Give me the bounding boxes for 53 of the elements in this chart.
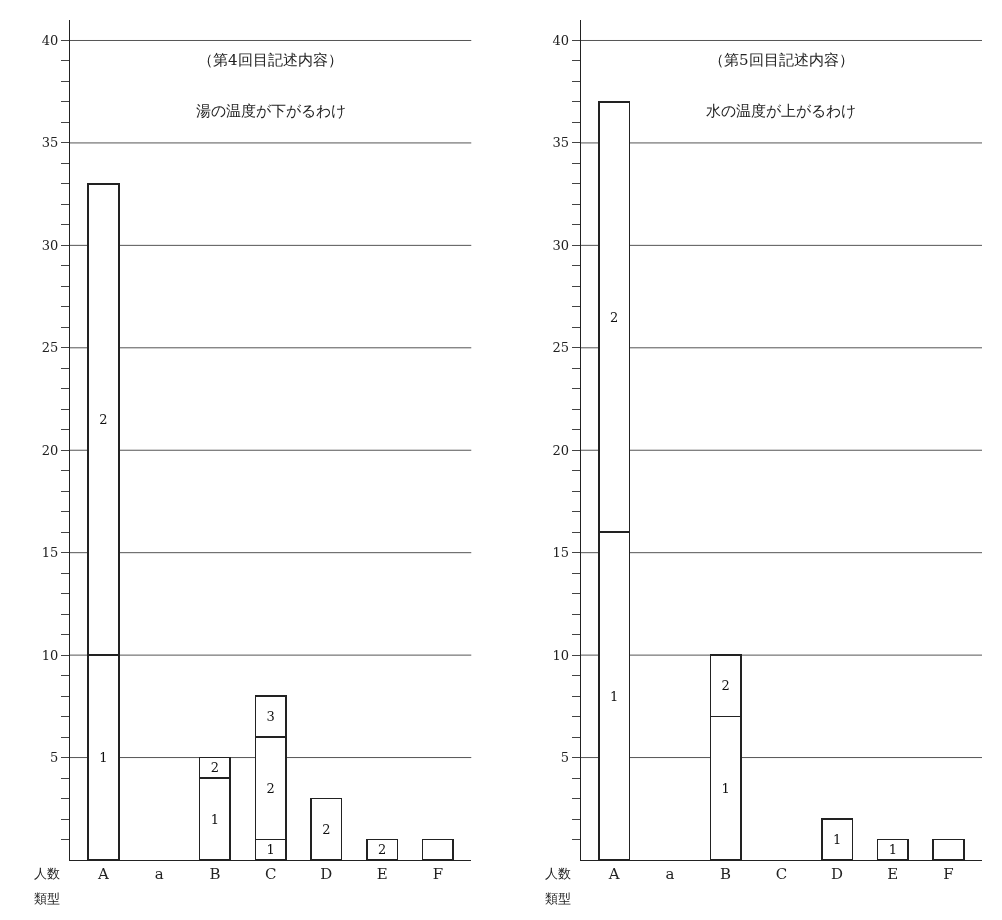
series-label: 2 — [721, 678, 730, 694]
text: 2 — [99, 412, 108, 428]
text: 1 — [610, 688, 619, 704]
x-tick-label: a — [154, 865, 164, 883]
x-tick-label: E — [376, 865, 388, 883]
text: 1 — [832, 832, 842, 848]
y-tick-label: 10 — [41, 647, 59, 663]
x-tick-label: D — [320, 865, 333, 883]
y-tick-label: 35 — [552, 135, 570, 151]
text: 1 — [99, 750, 108, 766]
x-tick-label: B — [209, 865, 221, 883]
y-axis-title: 人数 — [545, 866, 571, 881]
text: 2 — [322, 821, 331, 837]
y-tick-label: 20 — [41, 442, 59, 458]
x-tick-label: A — [97, 865, 110, 883]
x-tick-label: E — [887, 865, 899, 883]
y-tick-label: 15 — [41, 545, 59, 561]
x-tick-label: C — [264, 865, 277, 883]
x-axis-title: 類型 — [34, 891, 60, 906]
x-tick-label: a — [665, 865, 675, 883]
x-tick-label: F — [432, 865, 444, 883]
text: 湯の温度が下がるわけ — [196, 102, 346, 120]
y-tick-label: 10 — [552, 647, 570, 663]
text: 水の温度が上がるわけ — [706, 102, 856, 120]
text: 2 — [377, 842, 387, 858]
x-axis-title: 類型 — [545, 891, 571, 906]
y-tick-label: 30 — [41, 237, 59, 253]
x-tick-label: D — [831, 865, 844, 883]
series-label: 2 — [210, 760, 220, 776]
text: （第4回目記述内容） — [198, 51, 343, 69]
text: （第5回目記述内容） — [709, 51, 854, 69]
series-label: 3 — [266, 709, 275, 725]
series-label: 1 — [266, 842, 275, 858]
y-tick-label: 40 — [41, 33, 59, 49]
y-tick-label: 20 — [552, 442, 570, 458]
y-tick-label: 35 — [41, 135, 59, 151]
text: 2 — [610, 309, 619, 325]
text: 2 — [266, 780, 275, 796]
text: 1 — [210, 811, 220, 827]
text: 1 — [721, 780, 730, 796]
x-tick-label: F — [943, 865, 954, 883]
y-axis-title: 人数 — [34, 866, 60, 881]
y-tick-label: 15 — [552, 545, 570, 561]
y-tick-label: 30 — [552, 237, 570, 253]
y-tick-label: 25 — [41, 340, 59, 356]
x-tick-label: C — [775, 865, 788, 883]
x-tick-label: B — [720, 865, 732, 883]
y-tick-label: 40 — [552, 33, 570, 49]
x-tick-label: A — [607, 865, 620, 883]
y-tick-label: 5 — [560, 750, 570, 766]
y-tick-label: 5 — [50, 750, 59, 766]
series-label: 1 — [888, 842, 897, 858]
y-tick-label: 25 — [552, 340, 570, 356]
